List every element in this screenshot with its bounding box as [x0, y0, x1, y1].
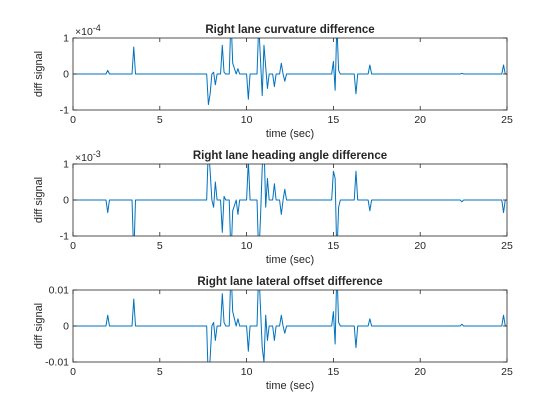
- x-tick-label: 0: [70, 240, 76, 252]
- y-tick-label: 1: [63, 33, 69, 45]
- x-tick-label: 15: [328, 114, 340, 126]
- x-tick-label: 15: [328, 240, 340, 252]
- x-tick-label: 25: [501, 240, 513, 252]
- x-axis-label: time (sec): [266, 128, 314, 140]
- y-tick-label: -0.01: [45, 357, 69, 369]
- x-tick-label: 5: [157, 114, 163, 126]
- x-axis-label: time (sec): [266, 380, 314, 392]
- x-tick-label: 5: [157, 366, 163, 378]
- y-tick-label: -1: [60, 231, 69, 243]
- chart-title: Right lane curvature difference: [205, 24, 374, 36]
- y-tick-label: 0: [63, 195, 69, 207]
- x-tick-label: 0: [70, 366, 76, 378]
- series-line-1: [73, 38, 507, 106]
- x-tick-label: 25: [501, 114, 513, 126]
- x-tick-label: 10: [241, 240, 253, 252]
- exponent-power: -4: [93, 23, 101, 33]
- x-tick-label: 0: [70, 114, 76, 126]
- x-tick-label: 10: [241, 366, 253, 378]
- x-tick-label: 20: [414, 240, 426, 252]
- y-tick-label: 0.01: [49, 285, 70, 297]
- exponent-power: -3: [93, 149, 101, 159]
- x-tick-label: 10: [241, 114, 253, 126]
- y-tick-label: 0: [63, 321, 69, 333]
- series-line-1: [73, 290, 507, 362]
- x-tick-label: 15: [328, 366, 340, 378]
- exponent-label: ×10-3: [75, 149, 101, 164]
- y-axis-label: diff signal: [33, 303, 45, 349]
- subplot-2: 0 5 10 15 20 25-101×10-3 Right lane heading an…: [33, 149, 513, 266]
- series-line-1: [73, 164, 507, 236]
- y-axis-label: diff signal: [33, 51, 45, 97]
- x-axis-label: time (sec): [266, 254, 314, 266]
- chart-title: Right lane lateral offset difference: [197, 276, 382, 288]
- y-tick-label: 1: [63, 159, 69, 171]
- exponent-label: ×10-4: [75, 23, 101, 38]
- y-axis-label: diff signal: [33, 177, 45, 223]
- x-tick-label: 20: [414, 114, 426, 126]
- x-tick-label: 25: [501, 366, 513, 378]
- x-tick-label: 20: [414, 366, 426, 378]
- subplot-1: 0 5 10 15 20 25-101×10-4 Right lane curvature …: [33, 23, 513, 140]
- y-tick-label: -1: [60, 105, 69, 117]
- exponent-base: ×10: [75, 26, 93, 38]
- y-tick-label: 0: [63, 69, 69, 81]
- exponent-base: ×10: [75, 152, 93, 164]
- x-tick-label: 5: [157, 240, 163, 252]
- chart-title: Right lane heading angle difference: [193, 150, 387, 162]
